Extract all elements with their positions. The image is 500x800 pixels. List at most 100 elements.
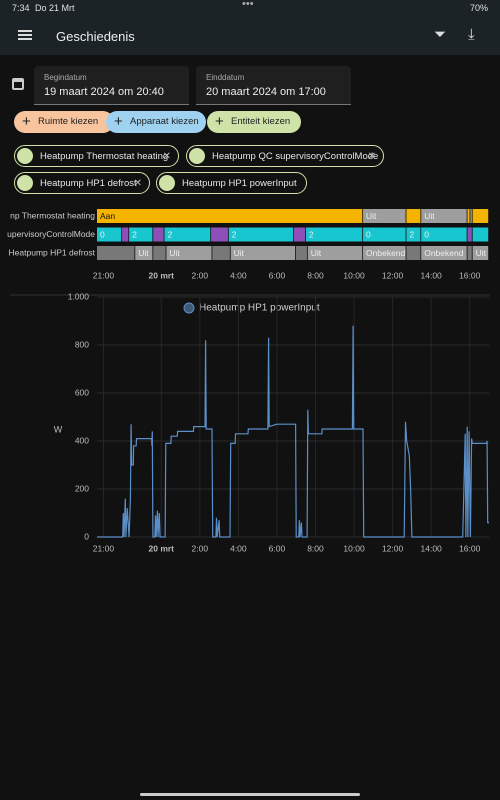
download-icon[interactable]: ⤓	[468, 26, 475, 43]
entity-chip[interactable]: Heatpump Thermostat heating ✕	[14, 145, 179, 167]
button-label: Ruimte kiezen	[38, 116, 99, 127]
timeline-segment	[307, 246, 363, 260]
timeline-segment	[406, 209, 421, 223]
x-tick-label: 20 mrt	[149, 543, 175, 553]
timeline-segment	[421, 209, 467, 223]
button-label: Entiteit kiezen	[231, 116, 291, 127]
timeline-state: Uit	[366, 211, 377, 221]
y-tick-label: 0	[84, 531, 89, 541]
y-axis-label: W	[54, 424, 63, 434]
x-tick-label: 12:00	[382, 543, 404, 553]
timeline-segment	[421, 246, 467, 260]
timeline-row-label: upervisoryControlMode	[7, 229, 95, 239]
timeline-state: Uit	[234, 248, 245, 258]
entity-chip[interactable]: Heatpump HP1 defrost ✕	[14, 172, 150, 194]
timeline-segment	[212, 246, 230, 260]
status-time: 7:34	[12, 3, 30, 13]
end-value: 20 maart 2024 om 17:00	[206, 86, 326, 98]
timeline-segment	[295, 246, 307, 260]
timeline-state: Uit	[311, 248, 322, 258]
timeline-tick-label: 12:00	[382, 270, 404, 280]
entity-chip[interactable]: Heatpump QC supervisoryControlMode ✕	[186, 145, 384, 167]
timeline-state: Onbekend	[424, 248, 463, 258]
status-dots: •••	[242, 0, 254, 10]
timeline-segment	[305, 227, 363, 242]
timeline-segment	[153, 246, 166, 260]
chip-label: Heatpump HP1 powerInput	[182, 178, 297, 189]
series-line	[97, 325, 489, 538]
timeline-segment	[228, 227, 294, 242]
x-tick-label: 10:00	[343, 543, 365, 553]
end-date-field[interactable]: Einddatum 20 maart 2024 om 17:00	[196, 66, 351, 105]
timeline-tick-label: 16:00	[459, 270, 481, 280]
timeline-row-label: Heatpump HP1 defrost	[9, 247, 96, 257]
timeline-state: 2	[232, 229, 237, 239]
end-label: Einddatum	[206, 73, 245, 82]
x-tick-label: 2:00	[192, 543, 209, 553]
timeline-state: 2	[309, 229, 314, 239]
timeline-segment	[421, 227, 467, 242]
timeline-segment	[122, 227, 129, 242]
filter-clear-icon[interactable]: ⏷	[434, 26, 447, 43]
chip-label: Heatpump HP1 defrost	[40, 178, 137, 189]
x-tick-label: 6:00	[269, 543, 286, 553]
timeline-segment	[406, 246, 421, 260]
y-tick-label: 200	[75, 483, 89, 493]
x-tick-label: 16:00	[459, 543, 481, 553]
timeline-segment	[153, 227, 164, 242]
legend-label: Heatpump HP1 powerInput	[199, 303, 320, 314]
timeline-segment	[135, 246, 153, 260]
x-tick-label: 21:00	[93, 543, 115, 553]
area-button[interactable]: + Ruimte kiezen	[14, 111, 114, 133]
start-value: 19 maart 2024 om 20:40	[44, 86, 164, 98]
timeline-segment	[472, 209, 489, 223]
entity-chip[interactable]: Heatpump HP1 powerInput	[156, 172, 307, 194]
status-date: Do 21 Mrt	[35, 3, 75, 13]
timeline-segment	[97, 246, 135, 260]
timeline-state: Uit	[169, 248, 180, 258]
timeline-tick-label: 8:00	[307, 270, 324, 280]
timeline-tick-label: 14:00	[421, 270, 443, 280]
home-indicator	[140, 793, 360, 796]
status-battery: 70%	[470, 3, 489, 13]
timeline-state: 2	[167, 229, 172, 239]
timeline-tick-label: 10:00	[343, 270, 365, 280]
entity-button[interactable]: + Entiteit kiezen	[207, 111, 301, 133]
timeline-state: Uit	[424, 211, 435, 221]
x-tick-label: 14:00	[421, 543, 443, 553]
menu-icon[interactable]	[18, 30, 32, 40]
x-tick-label: 8:00	[307, 543, 324, 553]
device-button[interactable]: + Apparaat kiezen	[106, 111, 206, 133]
timeline-segment	[97, 227, 122, 242]
y-tick-label: 400	[75, 435, 89, 445]
timeline-segment	[211, 227, 228, 242]
timeline-segment	[129, 227, 153, 242]
timeline-tick-label: 6:00	[269, 270, 286, 280]
timeline-segment	[472, 246, 489, 260]
start-label: Begindatum	[44, 73, 87, 82]
timeline-state: Onbekend	[366, 248, 405, 258]
chip-label: Heatpump QC supervisoryControlMode	[212, 151, 379, 162]
timeline-segment	[467, 246, 472, 260]
chip-label: Heatpump Thermostat heating	[40, 151, 169, 162]
timeline-segment	[230, 246, 296, 260]
timeline-segment	[467, 209, 470, 223]
timeline-tick-label: 2:00	[192, 270, 209, 280]
timeline-state: 0	[100, 229, 105, 239]
timeline-segment	[406, 227, 421, 242]
start-date-field[interactable]: Begindatum 19 maart 2024 om 20:40	[34, 66, 189, 105]
y-tick-label: 800	[75, 339, 89, 349]
timeline-segment	[472, 227, 489, 242]
timeline-state: Aan	[100, 211, 115, 221]
timeline-segment	[97, 209, 363, 223]
timeline-state: 2	[132, 229, 137, 239]
timeline-segment	[467, 227, 472, 242]
legend-dot	[183, 302, 195, 314]
timeline-segment	[164, 227, 211, 242]
button-label: Apparaat kiezen	[130, 116, 199, 127]
y-tick-label: 1.000	[68, 291, 90, 301]
x-tick-label: 4:00	[230, 543, 247, 553]
app-bar-bg	[0, 0, 500, 55]
